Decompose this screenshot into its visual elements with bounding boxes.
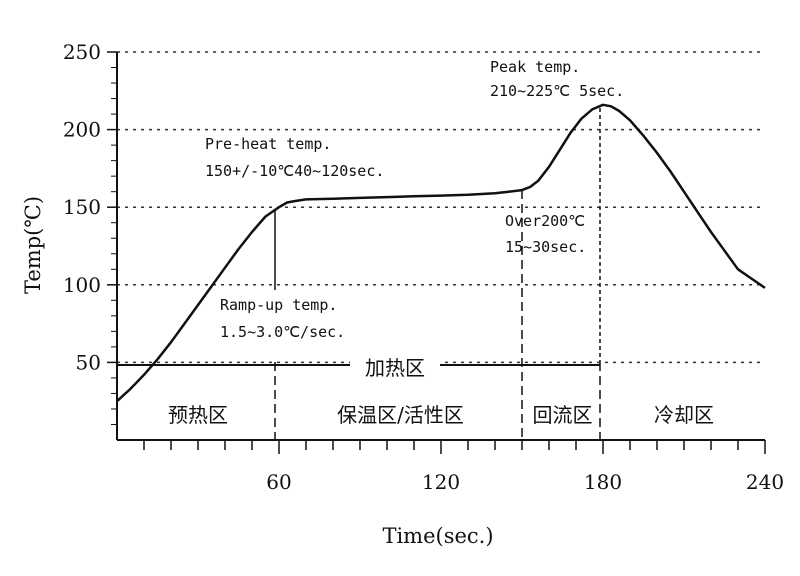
y-tick-label-50: 50 xyxy=(76,350,101,374)
peak-annotation-line2: 210~225℃ 5sec. xyxy=(490,82,624,100)
y-tick-label-150: 150 xyxy=(63,195,101,219)
zone-labels: 预热区 保温区/活性区 回流区 冷却区 xyxy=(168,403,714,427)
y-axis-title: Temp(℃) xyxy=(21,196,45,294)
y-tick-label-200: 200 xyxy=(63,118,101,142)
x-tick-label-120: 120 xyxy=(422,470,460,494)
x-axis-title: Time(sec.) xyxy=(382,524,493,548)
over200-annotation-line1: Over200℃ xyxy=(505,212,585,230)
x-axis-ticks: 60 120 180 240 xyxy=(143,440,784,494)
x-tick-label-60: 60 xyxy=(266,470,291,494)
temperature-profile-line xyxy=(116,103,766,403)
x-tick-label-240: 240 xyxy=(746,470,784,494)
y-tick-label-250: 250 xyxy=(63,40,101,64)
zone-label-0: 预热区 xyxy=(168,403,228,427)
grid-lines xyxy=(117,51,765,364)
axes xyxy=(116,52,765,441)
annotations: Peak temp. 210~225℃ 5sec. Pre-heat temp.… xyxy=(205,58,624,380)
y-tick-label-100: 100 xyxy=(63,273,101,297)
zone-label-2: 回流区 xyxy=(533,403,593,427)
y-axis-ticks: 50 100 150 200 250 xyxy=(63,40,117,425)
x-tick-label-180: 180 xyxy=(584,470,622,494)
peak-annotation-line1: Peak temp. xyxy=(490,58,580,76)
zone-label-1: 保温区/活性区 xyxy=(337,403,464,427)
heating-zone-label-bg xyxy=(350,354,440,378)
over200-annotation-line2: 15~30sec. xyxy=(505,238,586,256)
ramp-annotation-line1: Ramp-up temp. xyxy=(220,296,337,314)
heating-zone-label: 加热区 xyxy=(365,356,425,380)
preheat-annotation-line2: 150+/-10℃40~120sec. xyxy=(205,162,384,180)
preheat-annotation-line1: Pre-heat temp. xyxy=(205,135,331,153)
zone-label-3: 冷却区 xyxy=(654,403,714,427)
phase-marker-lines xyxy=(117,108,601,441)
ramp-annotation-line2: 1.5~3.0℃/sec. xyxy=(220,323,345,341)
